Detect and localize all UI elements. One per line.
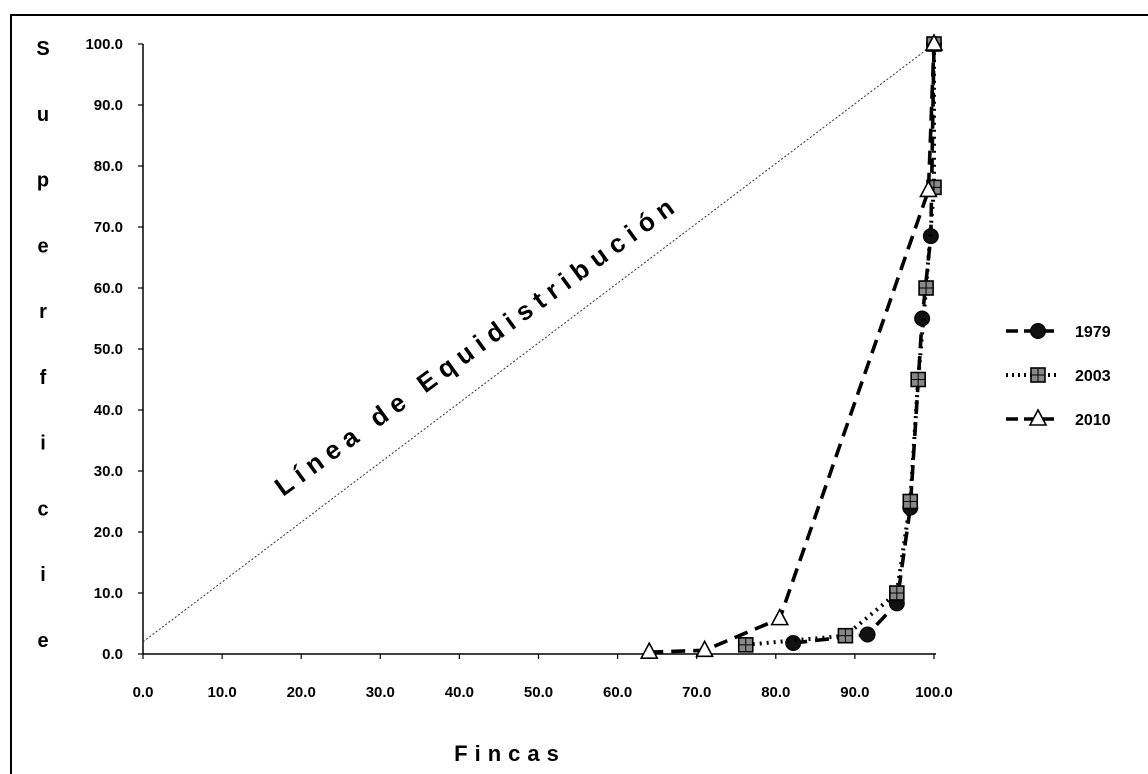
y-tick-label: 80.0 bbox=[94, 158, 123, 175]
legend-marker-2010 bbox=[1028, 408, 1048, 426]
equidistribution-reference-line bbox=[142, 43, 935, 643]
equidistribution-line bbox=[142, 43, 935, 643]
axes bbox=[138, 43, 936, 659]
y-axis-label-letter: p bbox=[37, 170, 49, 192]
data-point-2003 bbox=[918, 280, 934, 296]
y-tick-label: 30.0 bbox=[94, 463, 123, 480]
data-point-2010 bbox=[695, 639, 714, 658]
y-axis-label-letter: S bbox=[36, 38, 49, 60]
y-axis-label-letter: u bbox=[37, 104, 49, 126]
data-point-2003 bbox=[910, 371, 926, 388]
x-axis-label: Fincas bbox=[454, 741, 566, 765]
y-tick-label: 20.0 bbox=[94, 524, 123, 541]
y-axis-label-letter: e bbox=[37, 630, 48, 652]
data-point-1979 bbox=[785, 635, 802, 652]
data-point-2010 bbox=[770, 607, 790, 626]
series-group bbox=[639, 33, 944, 659]
x-tick-label: 100.0 bbox=[915, 684, 953, 701]
legend: 1979 2003 2010 bbox=[1006, 323, 1111, 429]
data-point-1979 bbox=[859, 626, 876, 643]
data-point-2003 bbox=[902, 493, 919, 510]
x-tick-label: 30.0 bbox=[366, 684, 395, 701]
x-tick-label: 80.0 bbox=[761, 684, 790, 701]
y-axis-label-letter: i bbox=[40, 564, 46, 586]
y-tick-label: 10.0 bbox=[94, 585, 123, 602]
x-tick-label: 40.0 bbox=[445, 684, 474, 701]
y-tick-label: 50.0 bbox=[94, 341, 123, 358]
y-tick-label: 60.0 bbox=[94, 280, 123, 297]
legend-marker-1979 bbox=[1030, 323, 1046, 339]
series-line-2003 bbox=[745, 44, 936, 647]
x-tick-label: 60.0 bbox=[603, 684, 632, 701]
x-tick-label: 0.0 bbox=[133, 684, 154, 701]
legend-label-1979: 1979 bbox=[1075, 324, 1111, 341]
data-point-2003 bbox=[737, 637, 754, 653]
y-axis-label-letter: c bbox=[37, 498, 48, 520]
legend-label-2003: 2003 bbox=[1075, 368, 1111, 385]
y-tick-label: 40.0 bbox=[94, 402, 123, 419]
x-tick-label: 20.0 bbox=[287, 684, 316, 701]
legend-label-2010: 2010 bbox=[1075, 412, 1111, 429]
data-point-2010 bbox=[924, 33, 944, 51]
y-tick-label: 0.0 bbox=[102, 646, 123, 663]
y-tick-label: 70.0 bbox=[94, 219, 123, 236]
legend-marker-2003 bbox=[1030, 367, 1046, 383]
data-point-2010 bbox=[919, 179, 938, 198]
y-tick-label: 90.0 bbox=[94, 97, 123, 114]
y-axis-label-letter: i bbox=[40, 433, 46, 455]
x-tick-label: 70.0 bbox=[682, 684, 711, 701]
data-point-2003 bbox=[837, 627, 854, 644]
y-axis-label-letter: e bbox=[37, 235, 48, 257]
x-tick-label: 10.0 bbox=[207, 684, 236, 701]
y-axis-label: Su p e r f i c i e bbox=[36, 38, 49, 652]
data-point-2010 bbox=[639, 641, 659, 659]
chart-frame bbox=[10, 14, 1148, 774]
y-tick-label: 100.0 bbox=[85, 36, 123, 53]
tick-labels: 0.0 10.0 20.0 30.0 40.0 50.0 60.0 70.0 80.0 90.0 1… bbox=[85, 36, 952, 701]
y-axis-label-letter: f bbox=[40, 367, 47, 389]
x-tick-label: 90.0 bbox=[840, 684, 869, 701]
data-point-2003 bbox=[889, 585, 905, 601]
series-line-2010 bbox=[649, 43, 936, 654]
y-axis-label-letter: r bbox=[39, 301, 47, 323]
x-tick-label: 50.0 bbox=[524, 684, 553, 701]
equidistribution-annotation: Línea de Equidistribución bbox=[269, 188, 685, 502]
